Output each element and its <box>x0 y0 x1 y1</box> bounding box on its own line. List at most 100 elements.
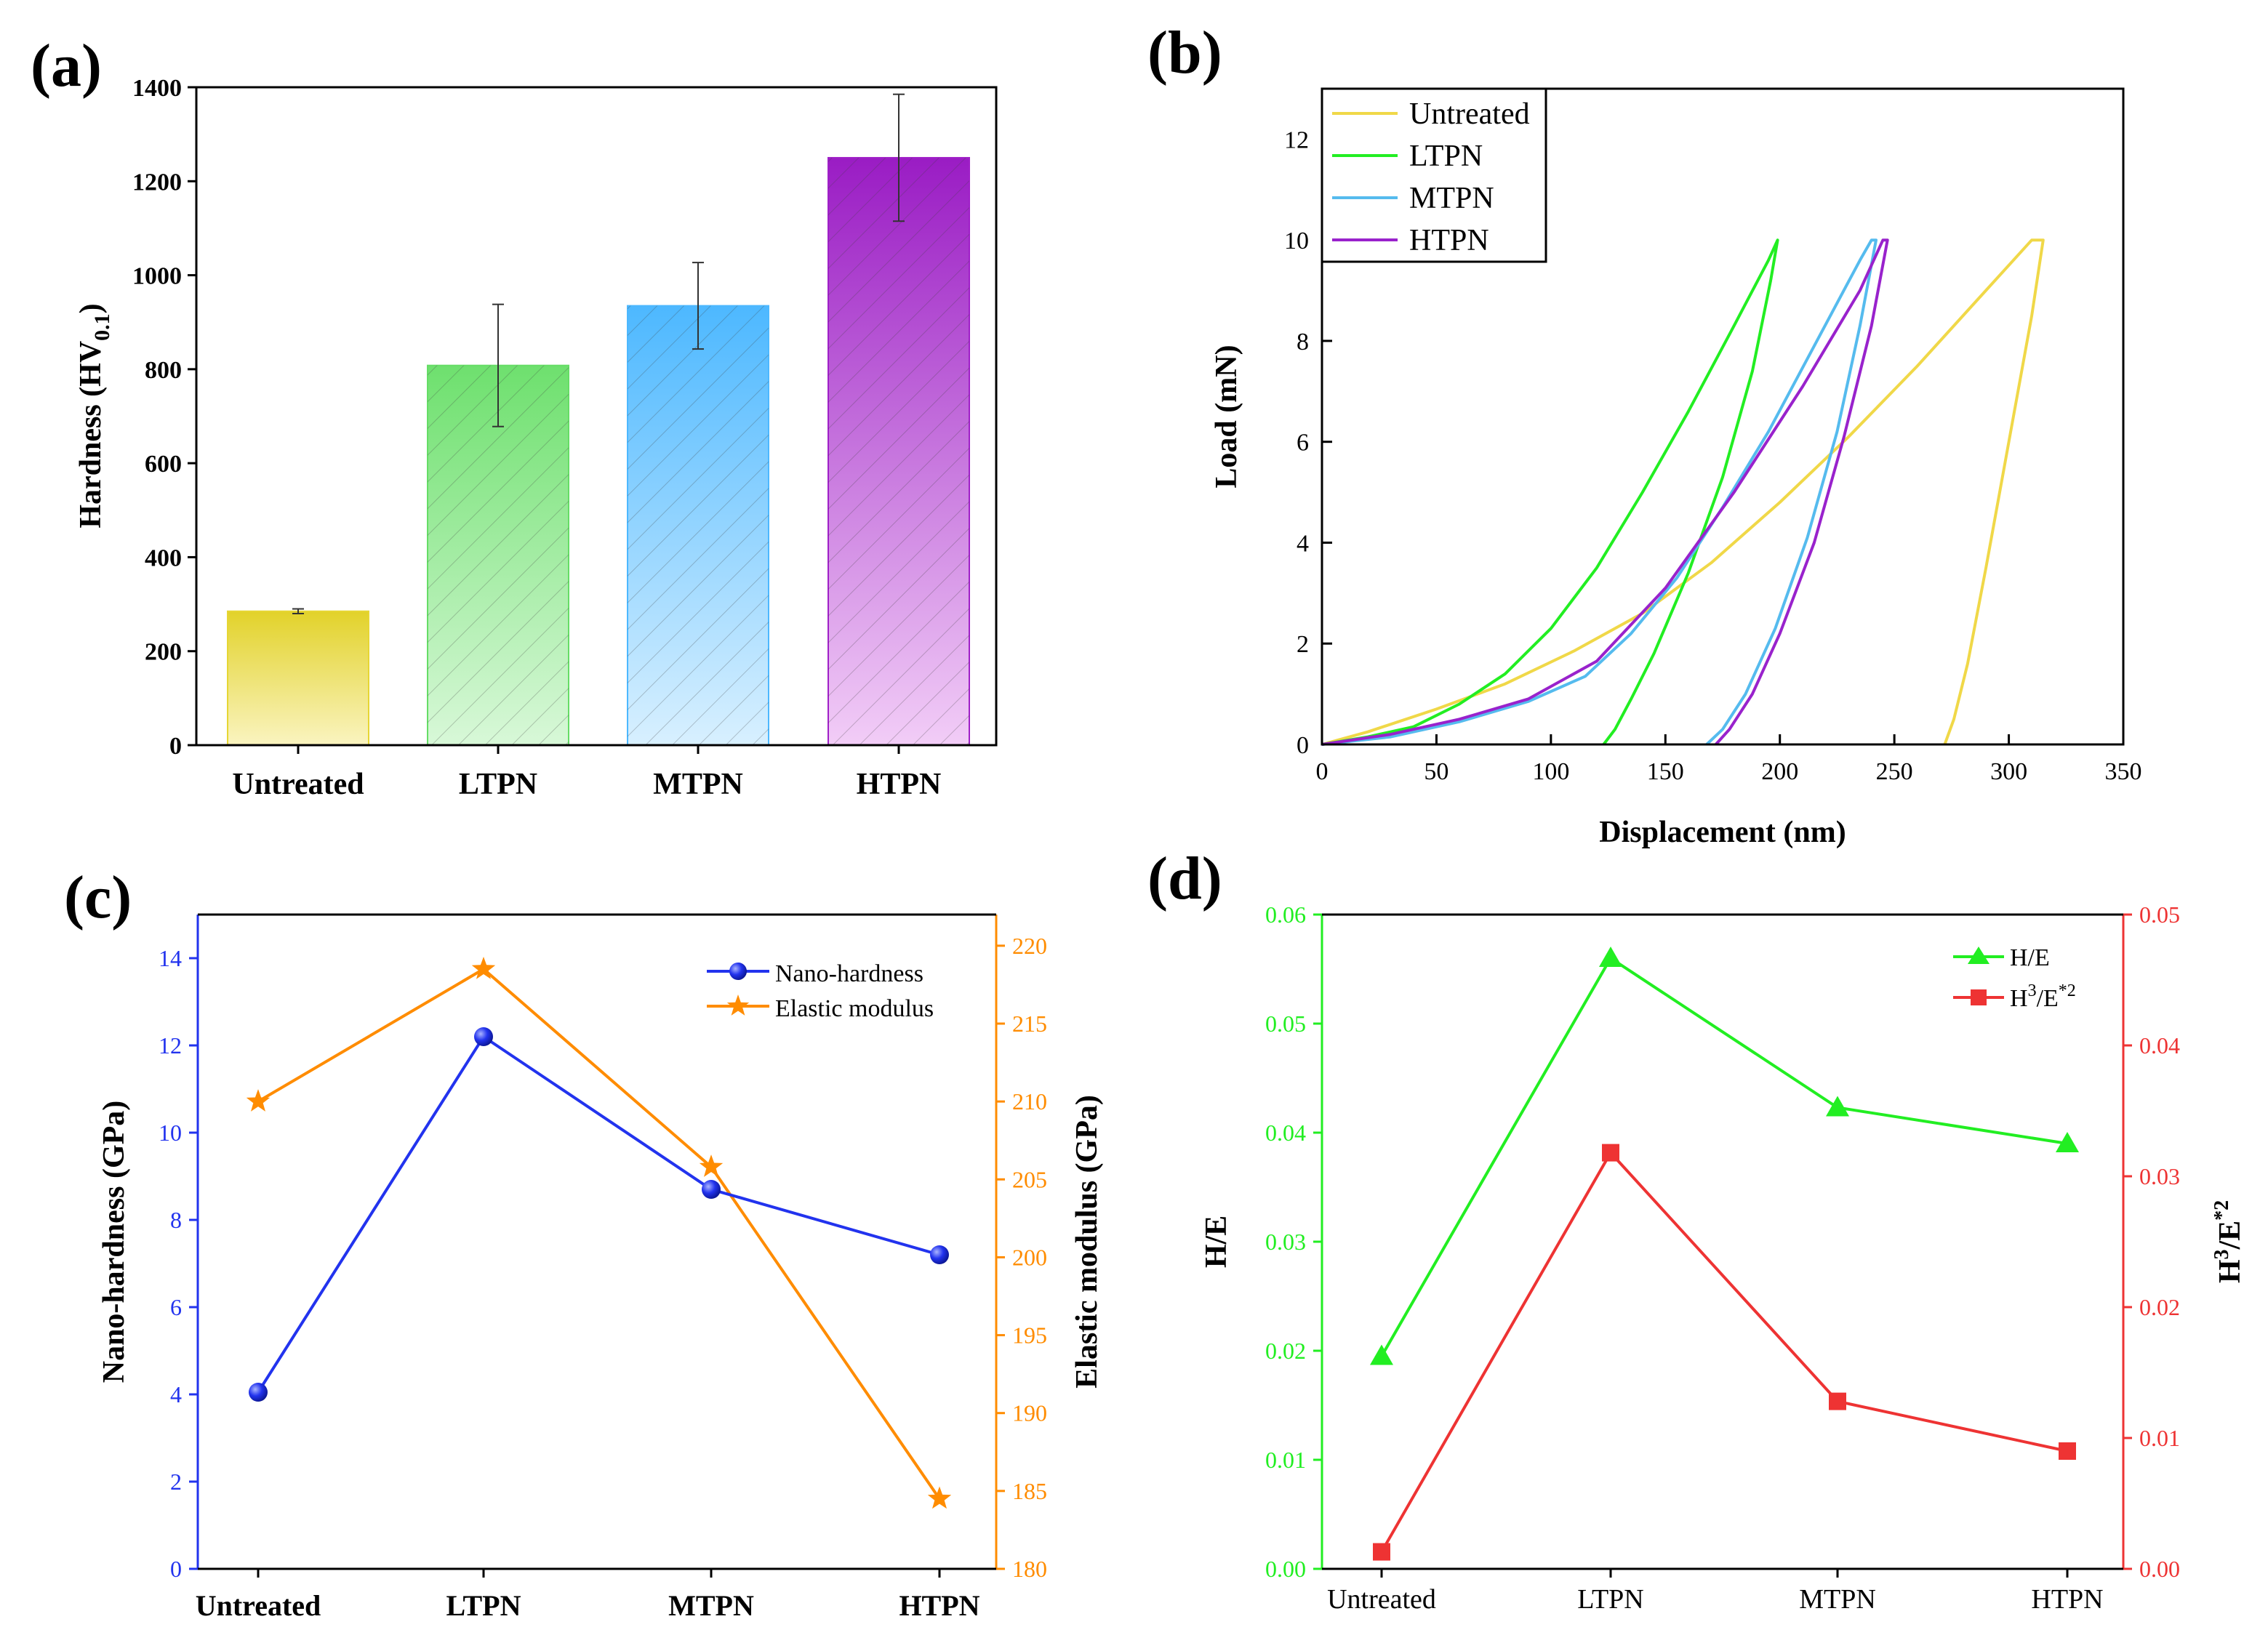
panel-d-series <box>1370 947 2079 1561</box>
bar-untreated <box>227 610 369 747</box>
y-tick-label-right: 0.04 <box>2139 1032 2180 1058</box>
x-tick-label: HTPN <box>857 768 942 801</box>
point-elastic-modulus-untreated <box>246 1089 271 1112</box>
y-tick-label-left: 14 <box>159 945 182 971</box>
point-h3e2-ltpn <box>1602 1144 1619 1162</box>
y-tick-label-left: 0 <box>170 1556 182 1582</box>
y-tick-label-left: 0.03 <box>1265 1229 1306 1255</box>
x-tick-label: 150 <box>1647 758 1684 785</box>
y-tick-label-left: 8 <box>170 1207 182 1233</box>
x-tick-label: LTPN <box>459 768 537 801</box>
panel-b-xlabel: Displacement (nm) <box>1599 816 1846 849</box>
y-tick-label: 12 <box>1284 126 1309 153</box>
y-tick-label: 1400 <box>132 75 182 102</box>
curve-untreated <box>1321 238 2045 746</box>
y-tick-label: 400 <box>145 545 182 571</box>
x-tick-label: MTPN <box>668 1589 754 1622</box>
y-tick-label-right: 0.05 <box>2139 901 2180 928</box>
x-tick-label: HTPN <box>2031 1584 2103 1615</box>
y-tick-label-right: 180 <box>1012 1556 1047 1582</box>
legend-marker-elastic-modulus <box>726 995 750 1016</box>
bar-hatch-mtpn <box>628 305 769 745</box>
y-tick-label-right: 185 <box>1012 1478 1047 1504</box>
point-h3e2-htpn <box>2059 1442 2076 1460</box>
panel-a-ylabel: Hardness (HV0.1) <box>74 303 114 528</box>
panel-b-frame <box>1321 87 2125 746</box>
panel-c-label: (c) <box>64 864 132 931</box>
x-tick-label: MTPN <box>653 768 743 801</box>
x-tick-label: Untreated <box>232 768 364 801</box>
y-tick-label: 4 <box>1297 530 1309 557</box>
legend-label-he: H/E <box>2010 944 2050 971</box>
legend-label-untreated: Untreated <box>1409 97 1530 131</box>
y-tick-label-right: 0.01 <box>2139 1425 2180 1451</box>
y-tick-label-right: 195 <box>1012 1322 1047 1349</box>
panel-c-ylabel-left: Nano-hardness (GPa) <box>97 1101 131 1383</box>
x-tick-label: 100 <box>1532 758 1569 785</box>
panel-a-y-axis: 0 200 400 600 800 1000 1200 1400 <box>132 75 196 760</box>
panel-d-legend: H/E H3/E*2 <box>1953 944 2076 1012</box>
y-tick-label-left: 2 <box>170 1469 182 1495</box>
point-elastic-modulus-ltpn <box>471 957 496 979</box>
point-elastic-modulus-mtpn <box>699 1154 724 1177</box>
y-tick-label: 6 <box>1297 430 1309 457</box>
y-tick-label: 8 <box>1297 329 1309 355</box>
panel-b: (b) 0 2 4 6 8 10 12 0 50 100 150 200 250 300 350 Disp… <box>1147 19 2142 849</box>
legend-label-ltpn: LTPN <box>1409 140 1483 173</box>
x-tick-label: 200 <box>1761 758 1798 785</box>
panel-a-label: (a) <box>31 32 102 100</box>
y-tick-label: 2 <box>1297 631 1309 658</box>
curve-htpn <box>1321 238 1889 746</box>
point-he-htpn <box>2056 1132 2079 1152</box>
panel-c-left-ticks: 0 2 4 6 8 10 12 14 <box>159 945 198 1582</box>
y-tick-label: 1200 <box>132 169 182 196</box>
panel-c-ylabel-right: Elastic modulus (GPa) <box>1070 1095 1104 1389</box>
x-tick-label: Untreated <box>196 1589 321 1622</box>
y-tick-label-right: 0.00 <box>2139 1556 2180 1582</box>
point-he-mtpn <box>1826 1096 1849 1117</box>
y-tick-label-left: 12 <box>159 1032 182 1058</box>
bar-hatch-ltpn <box>428 365 569 746</box>
y-tick-label-right: 200 <box>1012 1244 1047 1270</box>
point-nano-hardness-htpn <box>930 1245 949 1264</box>
panel-c-right-ticks: 180 185 190 195 200 205 210 215 220 <box>996 933 1047 1582</box>
y-tick-label: 0 <box>1297 732 1309 759</box>
panel-d-left-ticks: 0.00 0.01 0.02 0.03 0.04 0.05 0.06 <box>1265 901 1322 1582</box>
panel-a-frame <box>195 86 998 747</box>
panel-d-right-ticks: 0.00 0.01 0.02 0.03 0.04 0.05 <box>2123 901 2180 1582</box>
line-he <box>1380 956 2068 1357</box>
x-tick-label: MTPN <box>1799 1584 1876 1615</box>
line-nano-hardness <box>257 1035 940 1394</box>
x-tick-label: 350 <box>2105 758 2142 785</box>
y-tick-label-left: 0.05 <box>1265 1011 1306 1037</box>
y-tick-label-left: 0.00 <box>1265 1556 1306 1582</box>
x-tick-label: Untreated <box>1327 1584 1436 1615</box>
legend-marker-nano-hardness <box>729 963 747 980</box>
y-tick-label: 200 <box>145 639 182 666</box>
legend-label-htpn: HTPN <box>1409 224 1489 257</box>
panel-c-legend: Nano-hardness Elastic modulus <box>707 960 934 1022</box>
panel-b-legend: Untreated LTPN MTPN HTPN <box>1321 87 1547 263</box>
panel-d: (d) 0.000.010.020.030.040.050.06 0.000.0… <box>1147 845 2247 1615</box>
point-h3e2-mtpn <box>1829 1392 1846 1410</box>
panel-d-ylabel-left: H/E <box>1200 1216 1233 1268</box>
y-tick-label-right: 220 <box>1012 933 1047 959</box>
x-tick-label: 250 <box>1876 758 1913 785</box>
panel-b-curves <box>1321 238 2045 746</box>
legend-label-mtpn: MTPN <box>1409 182 1494 215</box>
point-he-ltpn <box>1599 947 1622 967</box>
y-tick-label-right: 0.03 <box>2139 1163 2180 1189</box>
y-tick-label: 0 <box>169 733 182 760</box>
y-tick-label-right: 210 <box>1012 1088 1047 1114</box>
y-tick-label-left: 4 <box>170 1381 182 1407</box>
point-he-untreated <box>1370 1344 1393 1365</box>
panel-b-ylabel: Load (mN) <box>1210 345 1243 488</box>
y-tick-label-right: 205 <box>1012 1166 1047 1192</box>
y-tick-label-left: 0.04 <box>1265 1120 1306 1146</box>
panel-b-legend-box <box>1321 87 1547 263</box>
panel-a-x-axis: Untreated LTPN MTPN HTPN <box>232 745 941 801</box>
legend-marker-he <box>1968 947 1989 964</box>
point-nano-hardness-mtpn <box>702 1180 721 1199</box>
panel-d-label: (d) <box>1147 845 1222 912</box>
